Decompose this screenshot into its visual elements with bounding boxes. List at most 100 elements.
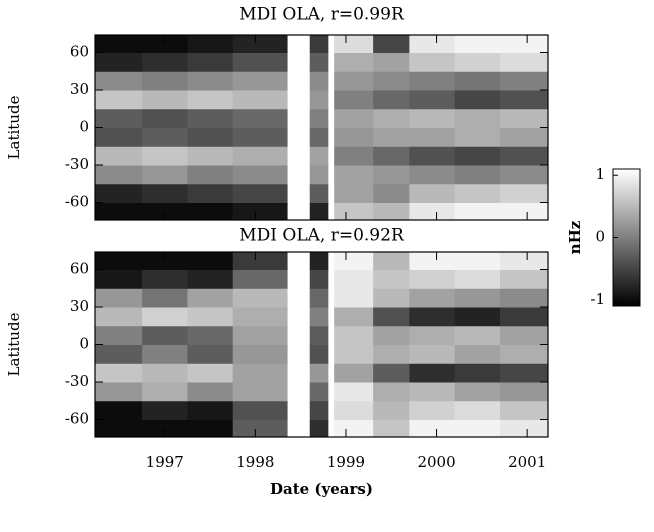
heatmap-cell — [142, 288, 188, 308]
y-axis-label: Latitude — [5, 95, 23, 159]
heatmap-cell — [499, 288, 549, 308]
heatmap-cell — [373, 325, 410, 345]
heatmap-cell — [373, 71, 410, 91]
heatmap-cell — [499, 344, 549, 364]
heatmap-cell — [373, 400, 410, 420]
heatmap-cell — [373, 146, 410, 166]
heatmap-cell — [373, 382, 410, 402]
heatmap-cell — [232, 108, 288, 128]
heatmap-cell — [232, 202, 288, 221]
heatmap-cell — [334, 165, 374, 185]
heatmap-cell — [187, 90, 234, 110]
heatmap-cell — [187, 419, 234, 438]
heatmap-cell — [373, 269, 410, 289]
heatmap-cell — [142, 71, 188, 91]
y-tick-label: 30 — [70, 80, 89, 98]
heatmap-cell — [95, 127, 143, 147]
heatmap-cell — [95, 269, 143, 289]
heatmap-cell — [499, 325, 549, 345]
heatmap-cell — [454, 52, 501, 72]
heatmap-cell — [334, 52, 374, 72]
heatmap-cell — [187, 146, 234, 166]
heatmap-cell — [187, 183, 234, 203]
heatmap-cell — [309, 307, 329, 327]
heatmap-cell — [232, 363, 288, 383]
heatmap-cell — [187, 52, 234, 72]
heatmap-cell — [373, 288, 410, 308]
colorbar-tick-label: 0 — [595, 228, 605, 246]
heatmap-cell — [334, 344, 374, 364]
heatmap-cell — [309, 35, 329, 53]
heatmap-cell — [454, 363, 501, 383]
heatmap-cell — [187, 35, 234, 53]
heatmap-cell — [232, 419, 288, 438]
heatmap-cell — [95, 252, 143, 270]
heatmap-cell — [409, 183, 456, 203]
heatmap-cell — [142, 307, 188, 327]
heatmap-cell — [334, 307, 374, 327]
heatmap-cell — [309, 325, 329, 345]
heatmap-cell — [409, 382, 456, 402]
x-tick-label: 2001 — [508, 453, 546, 471]
heatmap-cell — [142, 165, 188, 185]
heatmap-cell — [409, 108, 456, 128]
x-tick-label: 1997 — [146, 453, 184, 471]
heatmap-cell — [232, 325, 288, 345]
heatmap-cell — [373, 165, 410, 185]
heatmap-cell — [334, 252, 374, 270]
heatmap-cell — [95, 400, 143, 420]
heatmap-cell — [373, 183, 410, 203]
panel-title: MDI OLA, r=0.99R — [239, 5, 405, 25]
heatmap-cell — [334, 363, 374, 383]
heatmap-cell — [373, 419, 410, 438]
heatmap-cell — [95, 202, 143, 221]
heatmap-cell — [142, 419, 188, 438]
heatmap-cell — [142, 325, 188, 345]
heatmap-cell — [142, 90, 188, 110]
heatmap-cell — [232, 90, 288, 110]
panel-title: MDI OLA, r=0.92R — [239, 226, 405, 246]
heatmap-cell — [232, 183, 288, 203]
y-tick-label: -60 — [65, 410, 89, 428]
heatmap-cell — [187, 202, 234, 221]
heatmap-cell — [409, 419, 456, 438]
heatmap-cell — [95, 288, 143, 308]
heatmap-cell — [499, 307, 549, 327]
heatmap-cell — [454, 35, 501, 53]
heatmap-cell — [373, 90, 410, 110]
heatmap-cell — [142, 52, 188, 72]
heatmap-cell — [309, 165, 329, 185]
heatmap-cell — [334, 382, 374, 402]
heatmap-cell — [409, 90, 456, 110]
heatmap-cell — [187, 165, 234, 185]
heatmap-cell — [334, 35, 374, 53]
heatmap-cell — [142, 382, 188, 402]
heatmap-cell — [334, 325, 374, 345]
heatmap-cell — [232, 344, 288, 364]
heatmap-cell — [373, 363, 410, 383]
heatmap-cell — [187, 382, 234, 402]
heatmap-cell — [499, 146, 549, 166]
heatmap-cell — [142, 183, 188, 203]
heatmap-cell — [499, 269, 549, 289]
heatmap-cell — [334, 90, 374, 110]
heatmap-cell — [232, 146, 288, 166]
heatmap-cell — [95, 71, 143, 91]
heatmap-cell — [232, 288, 288, 308]
heatmap-cell — [409, 35, 456, 53]
heatmap-cell — [409, 325, 456, 345]
heatmap-cell — [309, 108, 329, 128]
heatmap-cell — [95, 344, 143, 364]
heatmap-cell — [142, 400, 188, 420]
heatmap-cell — [232, 35, 288, 53]
heatmap-cell — [142, 252, 188, 270]
x-tick-label: 2000 — [417, 453, 455, 471]
heatmap-cell — [309, 183, 329, 203]
heatmap-cell — [454, 71, 501, 91]
heatmap-cell — [409, 400, 456, 420]
x-tick-label: 1999 — [327, 453, 365, 471]
heatmap-cell — [454, 288, 501, 308]
heatmap-cell — [309, 252, 329, 270]
heatmap-cell — [373, 52, 410, 72]
